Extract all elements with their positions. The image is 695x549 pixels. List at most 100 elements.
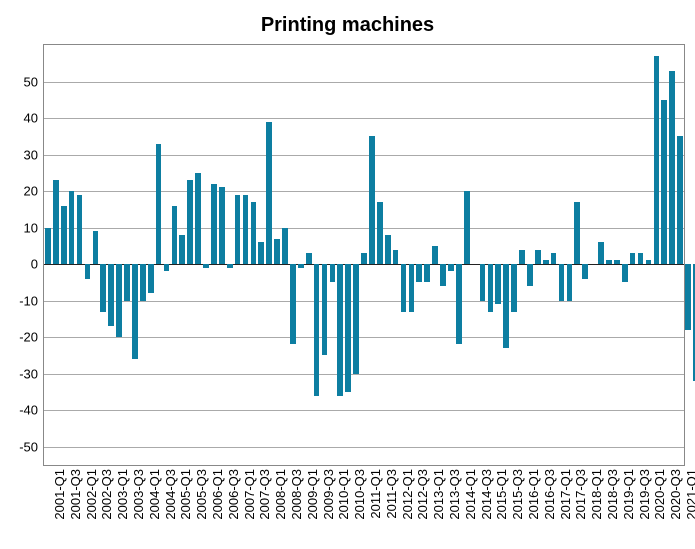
bar xyxy=(282,228,288,265)
x-tick-label: 2005-Q3 xyxy=(194,469,209,520)
gridline xyxy=(44,301,684,302)
gridline xyxy=(44,374,684,375)
x-tick-label: 2002-Q3 xyxy=(99,469,114,520)
bar xyxy=(409,264,415,311)
x-tick-label: 2007-Q1 xyxy=(242,469,257,520)
bar xyxy=(614,260,620,264)
bar xyxy=(361,253,367,264)
chart-title: Printing machines xyxy=(0,14,695,37)
bar xyxy=(172,206,178,264)
y-tick-label: 30 xyxy=(24,147,38,162)
x-tick-label: 2015-Q3 xyxy=(510,469,525,520)
bar xyxy=(488,264,494,311)
y-tick-label: -30 xyxy=(19,366,38,381)
gridline xyxy=(44,228,684,229)
bar xyxy=(235,195,241,264)
bar xyxy=(661,100,667,264)
bar xyxy=(243,195,249,264)
bar xyxy=(385,235,391,264)
x-tick-label: 2009-Q3 xyxy=(321,469,336,520)
bar xyxy=(416,264,422,282)
bar xyxy=(195,173,201,264)
bar xyxy=(582,264,588,279)
bar xyxy=(598,242,604,264)
gridline xyxy=(44,337,684,338)
bar xyxy=(685,264,691,330)
y-tick-label: 10 xyxy=(24,220,38,235)
y-tick-label: -50 xyxy=(19,439,38,454)
bar xyxy=(156,144,162,265)
y-tick-label: -20 xyxy=(19,330,38,345)
bar xyxy=(654,56,660,264)
bar xyxy=(630,253,636,264)
x-tick-label: 2011-Q1 xyxy=(368,469,383,519)
x-tick-label: 2012-Q3 xyxy=(415,469,430,520)
bar xyxy=(330,264,336,282)
bar xyxy=(203,264,209,268)
x-tick-label: 2004-Q1 xyxy=(147,469,162,520)
bar xyxy=(148,264,154,293)
bar xyxy=(140,264,146,301)
y-tick-label: 40 xyxy=(24,111,38,126)
x-tick-label: 2016-Q3 xyxy=(542,469,557,520)
bar xyxy=(543,260,549,264)
bar xyxy=(456,264,462,344)
x-tick-label: 2018-Q3 xyxy=(605,469,620,520)
bar xyxy=(258,242,264,264)
bar xyxy=(45,228,51,265)
bar xyxy=(464,191,470,264)
y-tick-label: 20 xyxy=(24,184,38,199)
x-tick-label: 2016-Q1 xyxy=(526,469,541,520)
bar xyxy=(535,250,541,265)
x-tick-label: 2018-Q1 xyxy=(589,469,604,520)
bar xyxy=(559,264,565,301)
bar xyxy=(401,264,407,311)
x-tick-label: 2006-Q1 xyxy=(210,469,225,520)
x-tick-label: 2019-Q1 xyxy=(621,469,636,520)
gridline xyxy=(44,82,684,83)
bar xyxy=(606,260,612,264)
x-tick-label: 2020-Q1 xyxy=(652,469,667,520)
x-tick-label: 2017-Q1 xyxy=(558,469,573,520)
bar xyxy=(669,71,675,265)
x-tick-label: 2006-Q3 xyxy=(226,469,241,520)
x-tick-label: 2017-Q3 xyxy=(573,469,588,520)
bar xyxy=(511,264,517,311)
bar xyxy=(274,239,280,265)
bar xyxy=(527,264,533,286)
bar xyxy=(448,264,454,271)
x-tick-label: 2021-Q1 xyxy=(684,469,695,520)
bar xyxy=(219,187,225,264)
bar xyxy=(424,264,430,282)
bar xyxy=(495,264,501,304)
bar xyxy=(108,264,114,326)
bar xyxy=(551,253,557,264)
bar xyxy=(567,264,573,301)
bar xyxy=(377,202,383,264)
bar xyxy=(211,184,217,264)
chart-container: Printing machines -50-40-30-20-100102030… xyxy=(0,0,695,549)
bar xyxy=(369,136,375,264)
gridline xyxy=(44,447,684,448)
x-tick-label: 2013-Q3 xyxy=(447,469,462,520)
bar xyxy=(337,264,343,395)
bar xyxy=(306,253,312,264)
x-tick-label: 2011-Q3 xyxy=(384,469,399,519)
bar xyxy=(298,264,304,268)
x-tick-label: 2004-Q3 xyxy=(163,469,178,520)
bar xyxy=(646,260,652,264)
bar xyxy=(124,264,130,301)
bar xyxy=(69,191,75,264)
x-tick-label: 2014-Q1 xyxy=(463,469,478,520)
bar xyxy=(116,264,122,337)
x-tick-label: 2009-Q1 xyxy=(305,469,320,520)
bar xyxy=(322,264,328,355)
bar xyxy=(314,264,320,395)
y-tick-label: 0 xyxy=(31,257,38,272)
x-tick-label: 2019-Q3 xyxy=(637,469,652,520)
bar xyxy=(251,202,257,264)
x-tick-label: 2007-Q3 xyxy=(257,469,272,520)
x-tick-label: 2001-Q1 xyxy=(52,469,67,520)
y-tick-label: -10 xyxy=(19,293,38,308)
gridline xyxy=(44,410,684,411)
